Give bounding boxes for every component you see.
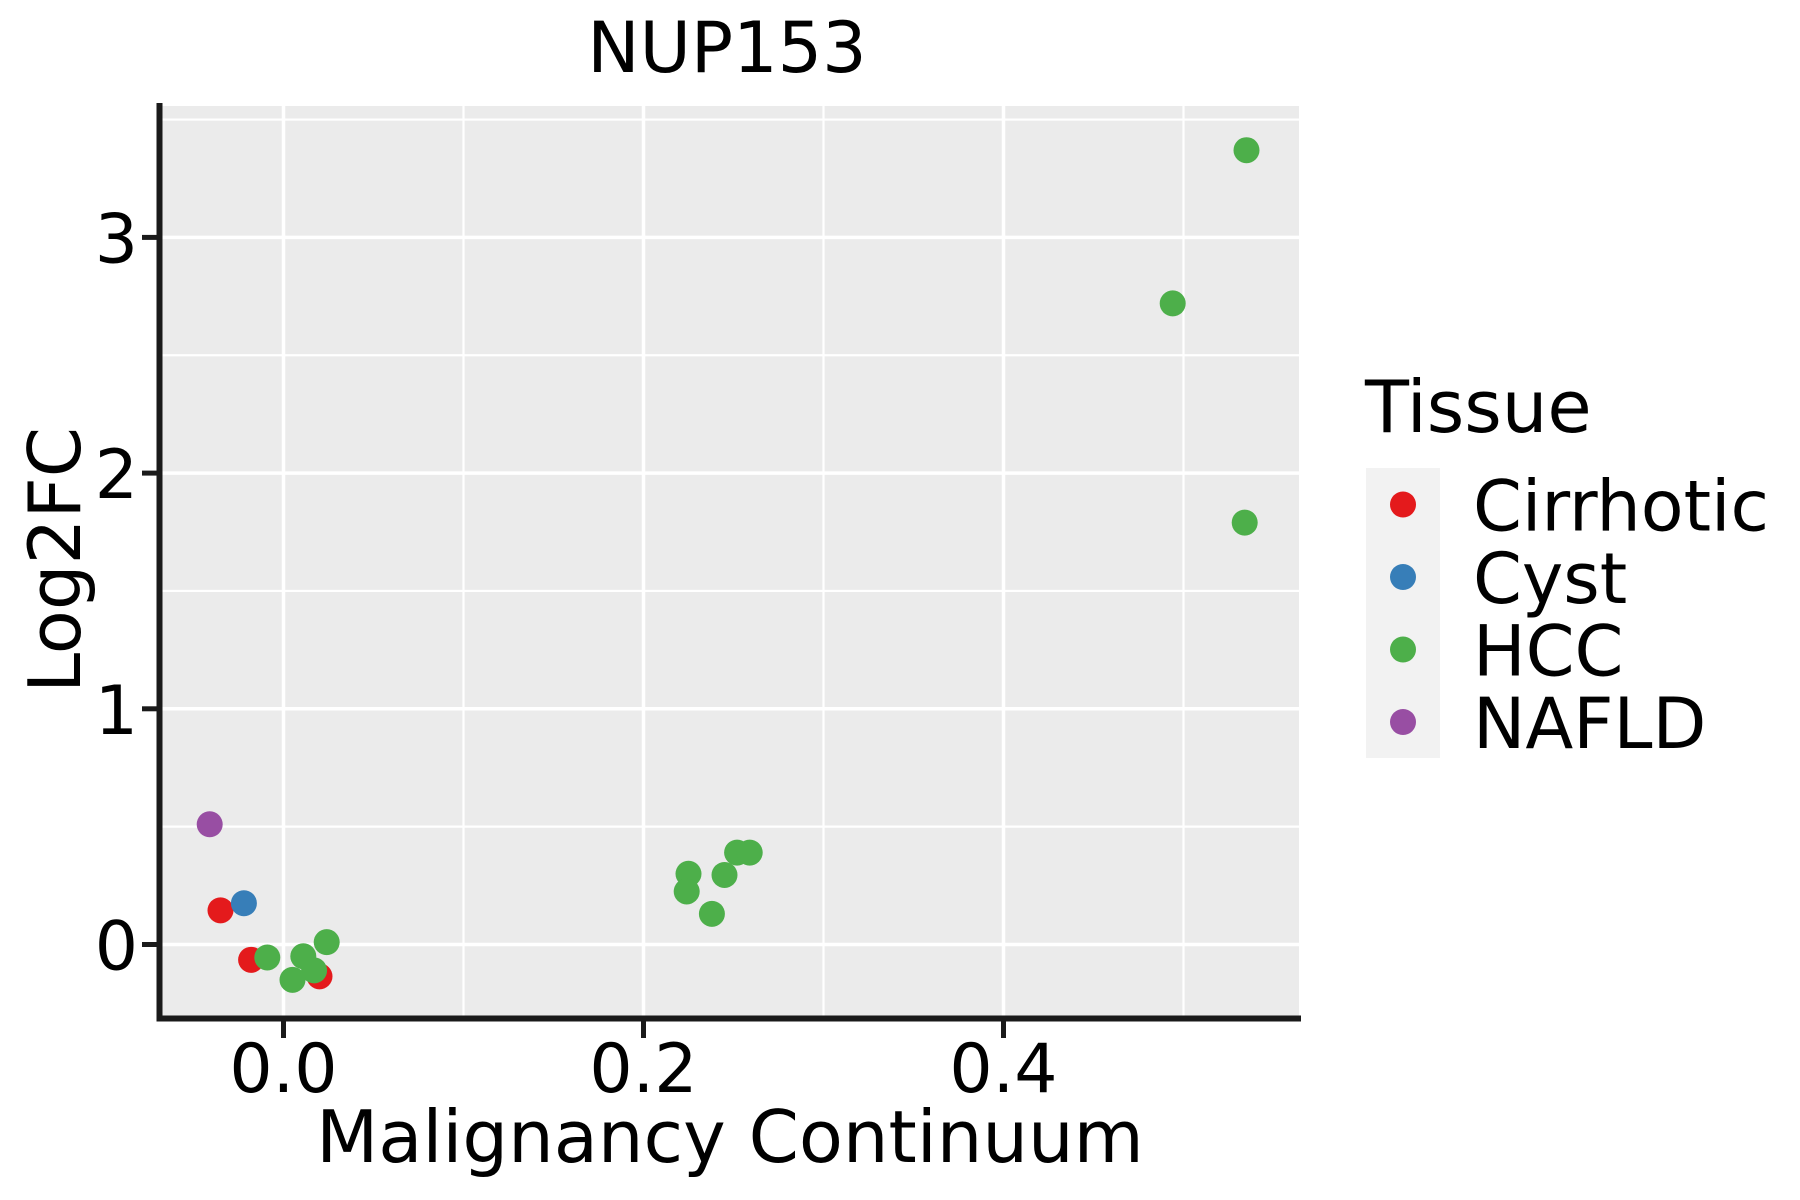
y-tick-label: 3 [95, 200, 138, 279]
scatter-point-hcc [1159, 290, 1186, 317]
y-tick-label: 0 [95, 908, 138, 987]
scatter-point-hcc [1233, 137, 1260, 164]
y-tick-label: 2 [95, 436, 138, 515]
legend-dot-cirrhotic [1390, 491, 1416, 518]
x-tick-marks [281, 1021, 1006, 1038]
scatter-point-hcc [279, 966, 306, 993]
scatter-point-hcc [254, 944, 281, 971]
legend-dot-nafld [1390, 709, 1416, 735]
scatter-point-hcc [711, 861, 738, 888]
legend-item-label: HCC [1473, 611, 1623, 693]
scatter-point-hcc [1231, 509, 1258, 536]
x-tick-label: 0.0 [229, 1030, 337, 1109]
scatter-point-hcc [301, 957, 328, 984]
major-gridlines [160, 106, 1299, 1018]
scatter-point-hcc [698, 900, 725, 927]
scatter-point-cirrhotic [207, 897, 234, 924]
minor-gridlines [160, 106, 1299, 1018]
x-tick-label: 0.2 [589, 1030, 697, 1109]
legend-dot-hcc [1390, 636, 1416, 663]
legend-item-label: NAFLD [1473, 683, 1706, 765]
legend-item-label: Cyst [1473, 538, 1627, 620]
scatter-point-cyst [230, 890, 257, 917]
x-axis-label: Malignancy Continuum [316, 1095, 1144, 1179]
scatter-point-hcc [313, 929, 340, 956]
y-axis-label: Log2FC [13, 427, 97, 693]
legend-dot-cyst [1390, 564, 1416, 590]
y-tick-label: 1 [95, 672, 138, 751]
scatter-point-hcc [736, 839, 763, 866]
chart-title: NUP153 [587, 7, 866, 89]
x-tick-label: 0.4 [949, 1030, 1057, 1109]
legend-title: Tissue [1364, 365, 1592, 449]
scatter-point-nafld [196, 811, 223, 838]
scatter-point-hcc [673, 878, 700, 905]
y-tick-marks [142, 234, 158, 947]
legend-item-label: Cirrhotic [1473, 466, 1769, 548]
x-tick-labels: 0.0 0.2 0.4 [229, 1030, 1057, 1109]
scatter-points [196, 137, 1260, 993]
y-tick-labels: 0 1 2 3 [95, 200, 138, 986]
